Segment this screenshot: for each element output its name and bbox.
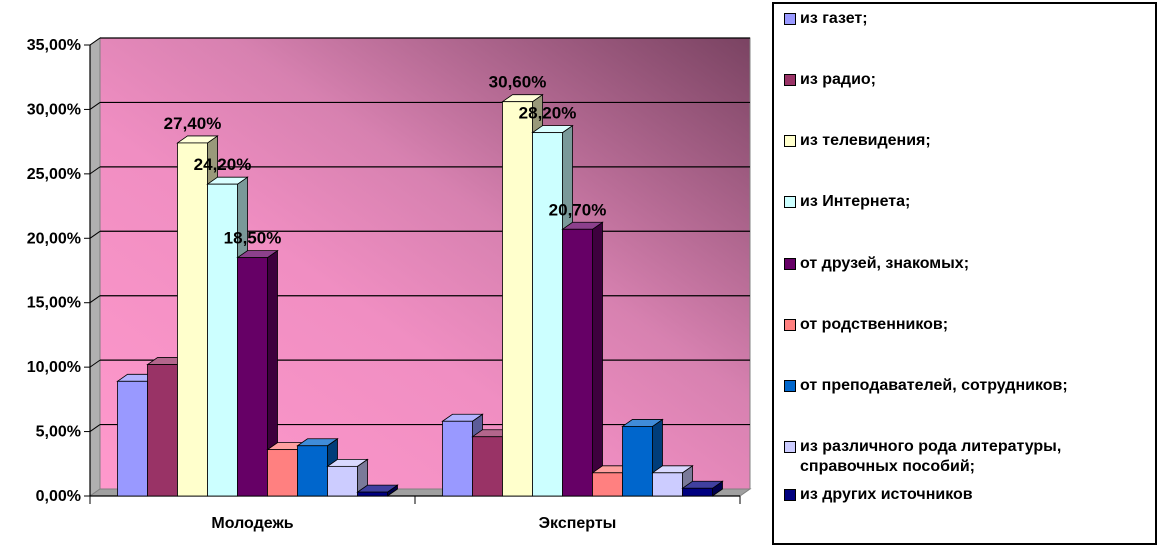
data-label: 24,20% — [194, 155, 252, 174]
data-label: 20,70% — [549, 200, 607, 219]
legend: из газет; из радио; из телевидения; из Инт… — [772, 2, 1157, 545]
bars — [116, 93, 724, 497]
gridline-side — [89, 102, 101, 110]
data-label: 28,20% — [519, 104, 577, 123]
bar-front — [562, 228, 593, 497]
bar-front — [592, 472, 623, 497]
legend-swatch — [784, 380, 796, 392]
legend-item: из газет; — [784, 9, 868, 29]
legend-item: от преподавателей, сотрудников; — [784, 376, 1068, 396]
data-labels: 27,40% 24,20% 18,50% 30,60% 28,20% 20,70% — [164, 73, 607, 248]
bar-front — [472, 436, 503, 497]
bar-front — [532, 132, 563, 497]
y-tick-label: 20,00% — [27, 230, 81, 247]
bar-front — [147, 364, 178, 497]
bar-front — [237, 257, 268, 497]
bar — [561, 221, 604, 497]
legend-swatch — [784, 74, 796, 86]
legend-swatch — [784, 441, 796, 453]
legend-item: из радио; — [784, 70, 876, 90]
bar-front — [502, 101, 533, 497]
legend-item: от родственников; — [784, 315, 948, 335]
bar-front — [297, 445, 328, 497]
y-tick-label: 10,00% — [27, 359, 81, 376]
gridline-side — [89, 37, 101, 46]
bar-front — [267, 449, 298, 497]
legend-label: из других источников — [800, 486, 973, 503]
bar — [236, 249, 279, 497]
legend-swatch — [784, 135, 796, 147]
bar-front — [177, 142, 208, 497]
legend-label: от родственников; — [800, 316, 949, 333]
legend-swatch — [784, 13, 796, 25]
x-tick-label: Эксперты — [539, 515, 617, 532]
legend-label: из радио; — [800, 71, 876, 88]
legend-label: от преподавателей, сотрудников; — [800, 377, 1068, 394]
legend-label: из Интернета; — [800, 193, 911, 210]
bar-front — [357, 491, 388, 497]
bar-front — [327, 465, 358, 497]
bar-front — [207, 183, 238, 497]
bar-side — [592, 221, 603, 497]
bar-front — [442, 420, 473, 497]
legend-swatch — [784, 319, 796, 331]
y-tick-label: 35,00% — [27, 37, 81, 54]
bar — [681, 480, 724, 497]
legend-item: от друзей, знакомых; — [784, 254, 969, 274]
chart: 0,00% 5,00% 10,00% 15,00% 20,00% 25,00% 30,00%… — [27, 37, 752, 532]
gridline-side — [89, 166, 101, 175]
data-label: 30,60% — [489, 73, 547, 92]
gridline-side — [89, 424, 101, 432]
legend-item: из телевидения; — [784, 131, 931, 151]
gridline-side — [89, 295, 101, 304]
legend-swatch — [784, 489, 796, 501]
bar-front — [622, 426, 653, 497]
legend-item: из Интернета; — [784, 192, 910, 212]
legend-label: из различного рода литературы, справочны… — [800, 438, 1062, 475]
y-tick-label: 30,00% — [27, 101, 81, 118]
bar — [356, 484, 399, 497]
legend-item: из других источников — [784, 485, 973, 505]
bar-front — [652, 472, 683, 497]
legend-swatch — [784, 196, 796, 208]
gridline-side — [89, 359, 101, 368]
legend-label: из газет; — [800, 10, 868, 27]
y-tick-label: 15,00% — [27, 295, 81, 312]
y-tick-label: 25,00% — [27, 166, 81, 183]
side-wall — [89, 37, 101, 497]
bar-front — [117, 380, 148, 497]
legend-item: из различного рода литературы, справочны… — [784, 437, 1061, 477]
y-tick-label: 0,00% — [36, 488, 81, 505]
x-tick-label: Молодежь — [211, 515, 293, 532]
gridline-side — [89, 230, 101, 239]
data-label: 18,50% — [224, 229, 282, 248]
legend-label: от друзей, знакомых; — [800, 255, 970, 272]
bar-front — [682, 487, 713, 497]
legend-label: из телевидения; — [800, 132, 931, 149]
data-label: 27,40% — [164, 114, 222, 133]
legend-swatch — [784, 258, 796, 270]
y-tick-label: 5,00% — [36, 424, 81, 441]
